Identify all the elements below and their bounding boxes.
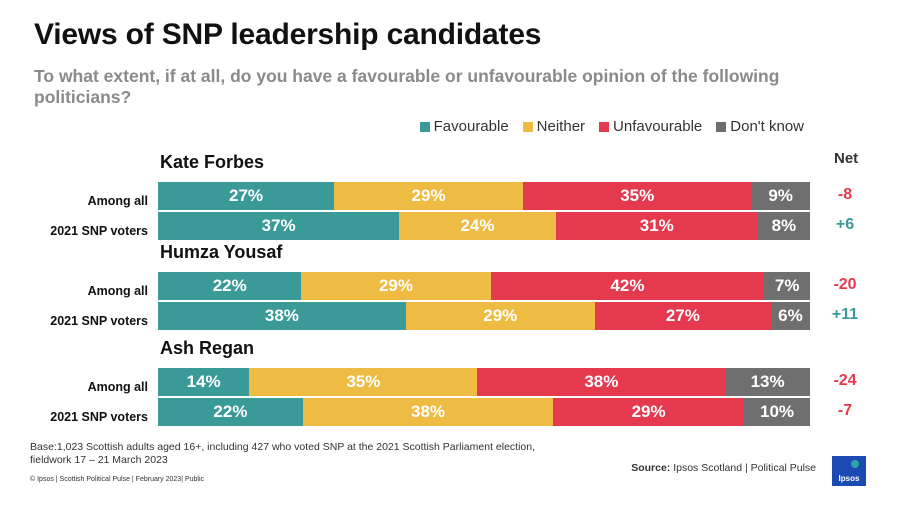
row-label: 2021 SNP voters (50, 410, 148, 424)
bar-segment: 42% (490, 272, 765, 300)
net-value: +11 (831, 306, 859, 323)
row-label: Among all (87, 284, 148, 298)
chart-subtitle: To what extent, if at all, do you have a… (34, 66, 780, 107)
row-label: 2021 SNP voters (50, 224, 148, 238)
net-value: -8 (837, 186, 853, 203)
bar-segment: 6% (770, 302, 810, 330)
candidate-name: Ash Regan (160, 338, 255, 358)
stacked-bar: 37% 24% 31% 8% (158, 212, 810, 240)
net-value: +6 (835, 216, 855, 233)
net-value: -24 (833, 372, 857, 389)
legend-swatch (599, 121, 610, 132)
stacked-bar: 14% 35% 38% 13% (158, 368, 810, 396)
bar-segment: 35% (523, 182, 752, 210)
copyright-text: © Ipsos | Scottish Political Pulse | Feb… (30, 476, 205, 483)
net-value: -7 (837, 402, 853, 419)
bar-segment: 22% (158, 272, 302, 300)
legend-item: Don't know (716, 118, 804, 135)
stacked-bar: 27% 29% 35% 9% (158, 182, 810, 210)
row-label: 2021 SNP voters (50, 314, 148, 328)
legend-label: Neither (536, 118, 586, 135)
bar-segment: 8% (757, 212, 810, 240)
bar-segment: 29% (301, 272, 491, 300)
bar-segment: 38% (302, 398, 554, 426)
legend: Favourable Neither Unfavourable Don't know (419, 118, 804, 135)
legend-label: Favourable (433, 118, 509, 135)
legend-swatch (716, 121, 727, 132)
bar-segment: 29% (553, 398, 745, 426)
legend-swatch (419, 121, 430, 132)
legend-label: Unfavourable (613, 118, 703, 135)
footnote: Base:1,023 Scottish adults aged 16+, inc… (30, 441, 536, 466)
row-label: Among all (87, 194, 148, 208)
stacked-bar: 38% 29% 27% 6% (158, 302, 810, 330)
stacked-bar: 22% 29% 42% 7% (158, 272, 810, 300)
ipsos-logo: Ipsos (832, 456, 866, 486)
bar-segment: 29% (405, 302, 595, 330)
source-value: Ipsos Scotland | Political Pulse (670, 462, 816, 474)
bar-segment: 38% (477, 368, 726, 396)
legend-swatch (522, 121, 533, 132)
chart-title: Views of SNP leadership candidates (34, 18, 542, 51)
candidate-name: Kate Forbes (160, 152, 265, 172)
logo-dot-icon (851, 460, 859, 468)
bar-segment: 7% (764, 272, 810, 300)
row-label: Among all (87, 380, 148, 394)
source-label: Source: (631, 462, 671, 474)
candidate-name: Humza Yousaf (160, 242, 283, 262)
bar-segment: 27% (594, 302, 771, 330)
source-text: Source: Ipsos Scotland | Political Pulse (631, 462, 816, 474)
net-value: -20 (833, 276, 857, 293)
legend-label: Don't know (730, 118, 804, 135)
bar-segment: 14% (158, 368, 250, 396)
net-header: Net (834, 150, 859, 167)
legend-item: Unfavourable (599, 118, 702, 135)
bar-segment: 9% (751, 182, 810, 210)
bar-segment: 10% (744, 398, 810, 426)
stacked-bar: 22% 38% 29% 10% (158, 398, 810, 426)
legend-item: Favourable (419, 118, 509, 135)
bar-segment: 38% (158, 302, 406, 330)
bar-segment: 35% (249, 368, 478, 396)
bar-segment: 22% (158, 398, 303, 426)
bar-segment: 29% (334, 182, 524, 210)
legend-item: Neither (522, 118, 586, 135)
logo-text: Ipsos (838, 474, 860, 483)
bar-segment: 13% (725, 368, 810, 396)
bar-segment: 31% (555, 212, 758, 240)
bar-segment: 27% (158, 182, 335, 210)
bar-segment: 37% (158, 212, 400, 240)
bar-segment: 24% (399, 212, 556, 240)
